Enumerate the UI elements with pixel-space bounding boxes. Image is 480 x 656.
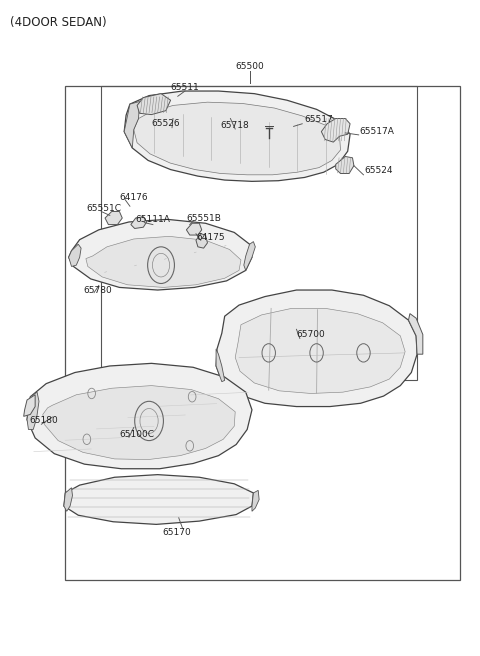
Polygon shape <box>124 91 350 181</box>
Text: 65551C: 65551C <box>86 205 121 213</box>
Text: 65100C: 65100C <box>120 430 155 439</box>
Text: 65524: 65524 <box>364 167 393 175</box>
Text: 65526: 65526 <box>152 119 180 129</box>
Polygon shape <box>134 102 340 174</box>
Polygon shape <box>131 216 147 228</box>
Bar <box>65 86 460 580</box>
Polygon shape <box>24 395 35 417</box>
Polygon shape <box>27 392 39 430</box>
Polygon shape <box>216 349 225 382</box>
Polygon shape <box>408 314 423 354</box>
Text: 64175: 64175 <box>196 233 225 242</box>
Polygon shape <box>137 94 170 115</box>
Polygon shape <box>336 157 354 173</box>
Polygon shape <box>43 386 235 460</box>
Text: 65700: 65700 <box>297 330 325 339</box>
Polygon shape <box>186 223 202 235</box>
Polygon shape <box>86 236 241 287</box>
Bar <box>101 86 417 380</box>
Polygon shape <box>124 102 140 148</box>
Text: 64176: 64176 <box>120 193 148 201</box>
Polygon shape <box>105 211 122 224</box>
Text: 65551B: 65551B <box>186 213 221 222</box>
Polygon shape <box>216 290 417 407</box>
Text: (4DOOR SEDAN): (4DOOR SEDAN) <box>10 16 107 29</box>
Text: 65180: 65180 <box>29 417 58 426</box>
Polygon shape <box>69 219 252 290</box>
Text: 65718: 65718 <box>221 121 250 130</box>
Text: 65780: 65780 <box>83 285 112 295</box>
Polygon shape <box>196 234 207 248</box>
Text: 65511: 65511 <box>170 83 199 92</box>
Polygon shape <box>69 244 81 266</box>
Text: 65500: 65500 <box>235 62 264 71</box>
Text: 65111A: 65111A <box>136 215 170 224</box>
Polygon shape <box>322 119 350 142</box>
Polygon shape <box>27 363 252 469</box>
Text: 65517A: 65517A <box>360 127 395 136</box>
Text: 65517: 65517 <box>305 115 334 125</box>
Polygon shape <box>64 475 253 524</box>
Text: 65170: 65170 <box>162 527 191 537</box>
Polygon shape <box>235 308 405 394</box>
Polygon shape <box>252 490 259 511</box>
Polygon shape <box>244 241 255 270</box>
Polygon shape <box>64 487 72 511</box>
